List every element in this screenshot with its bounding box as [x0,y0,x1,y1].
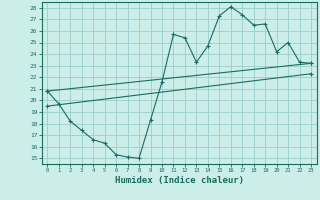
X-axis label: Humidex (Indice chaleur): Humidex (Indice chaleur) [115,176,244,185]
